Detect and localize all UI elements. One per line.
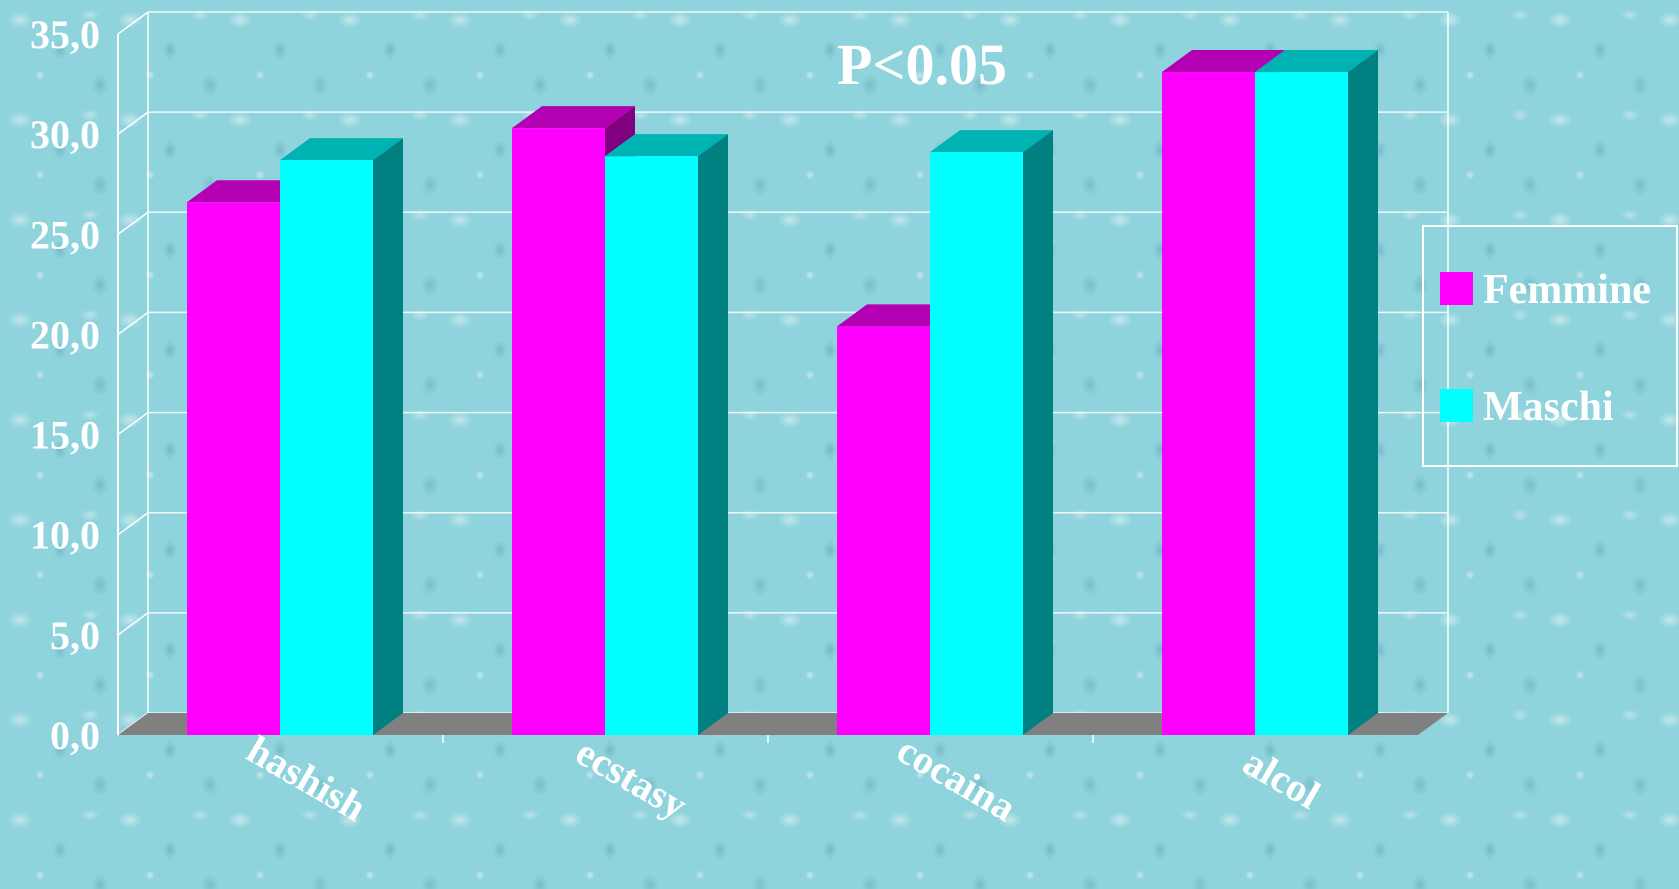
y-tick-label: 15,0 [30,413,100,458]
bar-top [1255,50,1378,73]
bar-maschi-hashish [280,138,403,735]
bar-top [605,134,728,157]
legend-item-femmine: Femmine [1440,267,1651,313]
gridline-depth [117,612,149,636]
bar-front [280,160,373,735]
bar-maschi-cocaina [930,130,1053,735]
legend: Femmine Maschi [1422,225,1678,467]
x-axis-labels: hashish ecstasy cocaina alcol [240,727,1328,830]
bar-top [930,130,1053,153]
legend-label: Femmine [1483,267,1651,313]
y-tick-label: 35,0 [30,12,100,57]
gridline-depth [117,11,149,35]
gridline-depth [117,411,149,436]
legend-swatch [1440,272,1473,305]
gridline-depth [117,512,149,536]
legend-item-maschi: Maschi [1440,384,1614,430]
x-tick-label: ecstasy [569,729,695,828]
x-tick-label: alcol [1236,739,1328,818]
bar-top [512,106,635,129]
bar-maschi-ecstasy [605,134,728,735]
bar-front [930,152,1023,735]
legend-label: Maschi [1483,384,1614,430]
bar-front [512,128,605,736]
bar-front [187,202,280,736]
bar-side [698,134,728,735]
x-tick-label: hashish [240,727,374,830]
chart-floor [118,713,1448,735]
gridline-depth [117,211,149,235]
gridline-depth [117,111,149,135]
legend-box [1422,225,1678,467]
bar-top [280,138,403,161]
bar-side [1348,50,1378,736]
bar-front [1162,72,1255,736]
bar-top [1162,50,1285,73]
y-tick-label: 30,0 [30,112,100,157]
bar-top [187,180,310,203]
gridline-depth [117,311,149,336]
bars [187,50,1378,736]
y-tick-label: 25,0 [30,212,100,257]
legend-swatch [1440,389,1473,422]
y-tick-label: 0,0 [50,713,100,758]
bar-front [605,156,698,735]
y-tick-label: 20,0 [30,312,100,357]
y-axis: 0,0 5,0 10,0 15,0 20,0 25,0 30,0 35,0 [30,12,119,758]
bar-side [1023,130,1053,735]
bar-maschi-alcol [1255,50,1378,736]
x-tick-label: cocaina [890,727,1024,830]
floor [118,713,1448,735]
y-tick-label: 10,0 [30,513,100,558]
y-tick-label: 5,0 [50,613,100,658]
bar-front [1255,72,1348,736]
bar-front [837,326,930,735]
bar-side [373,138,403,735]
chart-title: P<0.05 [837,32,1007,97]
bar-top [837,304,960,327]
